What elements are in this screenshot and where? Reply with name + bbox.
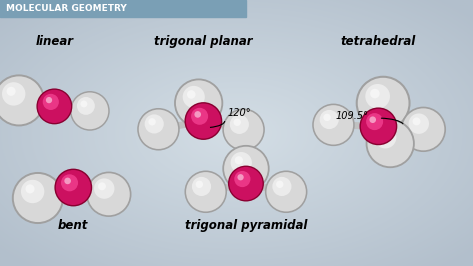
Ellipse shape: [409, 113, 429, 134]
Text: linear: linear: [35, 35, 73, 48]
Ellipse shape: [192, 177, 211, 196]
Ellipse shape: [145, 114, 164, 134]
Ellipse shape: [266, 172, 306, 211]
Ellipse shape: [26, 184, 35, 193]
Ellipse shape: [174, 78, 223, 128]
Text: MOLECULAR GEOMETRY: MOLECULAR GEOMETRY: [6, 4, 126, 13]
Ellipse shape: [196, 181, 203, 188]
Text: 109.5°: 109.5°: [336, 111, 369, 121]
Ellipse shape: [149, 118, 156, 126]
Ellipse shape: [71, 93, 108, 129]
Ellipse shape: [224, 110, 263, 149]
Ellipse shape: [70, 91, 110, 131]
Bar: [0, 0, 246, 17]
Ellipse shape: [314, 105, 353, 144]
Text: 120°: 120°: [227, 108, 251, 118]
Ellipse shape: [276, 181, 283, 188]
Ellipse shape: [234, 119, 241, 126]
Text: bent: bent: [58, 219, 88, 232]
Ellipse shape: [43, 94, 59, 110]
Ellipse shape: [401, 107, 446, 152]
Ellipse shape: [235, 156, 243, 164]
Ellipse shape: [7, 87, 16, 96]
Ellipse shape: [272, 177, 291, 196]
Ellipse shape: [187, 90, 196, 99]
Ellipse shape: [176, 80, 221, 126]
Ellipse shape: [237, 174, 244, 180]
Ellipse shape: [356, 76, 411, 131]
Ellipse shape: [21, 180, 44, 203]
Ellipse shape: [412, 117, 420, 125]
Ellipse shape: [228, 165, 264, 202]
Ellipse shape: [194, 111, 201, 118]
Ellipse shape: [0, 76, 43, 124]
Ellipse shape: [359, 107, 397, 145]
Ellipse shape: [183, 86, 205, 108]
Ellipse shape: [369, 117, 376, 123]
Ellipse shape: [38, 90, 71, 123]
Ellipse shape: [139, 110, 178, 149]
Ellipse shape: [46, 97, 52, 103]
Ellipse shape: [186, 172, 226, 211]
Ellipse shape: [0, 74, 45, 126]
Ellipse shape: [370, 89, 380, 98]
Ellipse shape: [222, 109, 265, 151]
Ellipse shape: [403, 108, 444, 150]
Ellipse shape: [77, 97, 95, 115]
Ellipse shape: [2, 82, 26, 106]
Ellipse shape: [191, 108, 208, 125]
Ellipse shape: [358, 78, 409, 128]
Ellipse shape: [374, 126, 396, 148]
Ellipse shape: [361, 109, 396, 144]
Ellipse shape: [265, 171, 307, 213]
Ellipse shape: [184, 102, 222, 140]
Ellipse shape: [224, 147, 268, 190]
Ellipse shape: [94, 178, 114, 199]
Ellipse shape: [231, 152, 252, 173]
Ellipse shape: [186, 103, 221, 139]
Ellipse shape: [229, 167, 263, 200]
Text: trigonal pyramidal: trigonal pyramidal: [185, 219, 307, 232]
Ellipse shape: [80, 101, 88, 107]
Ellipse shape: [14, 174, 62, 222]
Ellipse shape: [64, 178, 71, 184]
Ellipse shape: [312, 103, 355, 146]
Ellipse shape: [54, 169, 92, 206]
Ellipse shape: [56, 170, 91, 205]
Ellipse shape: [320, 110, 339, 129]
Ellipse shape: [12, 172, 64, 224]
Ellipse shape: [366, 119, 415, 168]
Ellipse shape: [366, 113, 383, 130]
Ellipse shape: [137, 108, 180, 151]
Ellipse shape: [36, 88, 72, 124]
Ellipse shape: [234, 171, 251, 187]
Text: trigonal planar: trigonal planar: [154, 35, 253, 48]
Ellipse shape: [184, 171, 227, 213]
Ellipse shape: [86, 172, 131, 217]
Ellipse shape: [365, 84, 390, 109]
Ellipse shape: [230, 115, 249, 134]
Text: tetrahedral: tetrahedral: [341, 35, 416, 48]
Ellipse shape: [222, 145, 270, 192]
Ellipse shape: [61, 174, 78, 191]
Ellipse shape: [368, 121, 413, 166]
Ellipse shape: [324, 114, 331, 121]
Ellipse shape: [98, 182, 106, 190]
Ellipse shape: [88, 173, 130, 215]
Ellipse shape: [378, 131, 387, 139]
